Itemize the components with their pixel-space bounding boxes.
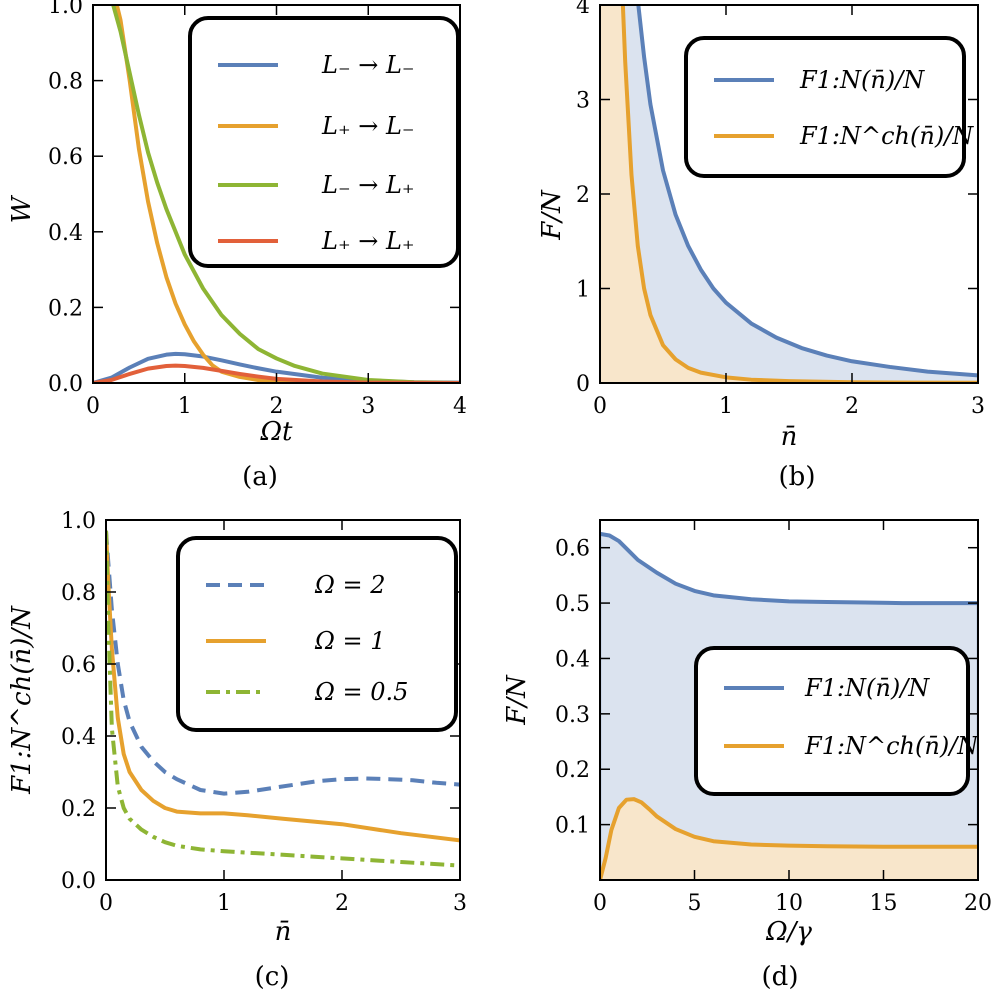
panel-d: 0 5 10 15 20 0.1 0.2 0.3 0.4 0.5 0.6 Ω/γ F/N (d) F1:N(…	[502, 519, 992, 992]
y-tick-label: 1	[576, 278, 590, 303]
legend: F1:N(n̄)/N F1:N^ch(n̄)/N	[694, 646, 979, 796]
x-tick-label: 3	[453, 891, 467, 916]
series-line	[111, 5, 460, 383]
x-tick-label: 5	[688, 891, 702, 916]
y-axis-label: F/N	[537, 189, 567, 241]
y-tick-label: 0.5	[555, 592, 590, 617]
panel-caption: (a)	[242, 462, 278, 492]
legend-label: F1:N(n̄)/N	[804, 674, 930, 702]
panel-a: 0 1 2 3 4 0.0 0.2 0.4 0.6 0.8 1.0 Ωt W (a) L₋ → L₋ L₊ →…	[7, 0, 467, 492]
x-tick-label: 2	[845, 394, 859, 419]
series-line	[106, 530, 460, 796]
y-tick-label: 1.0	[61, 509, 96, 534]
x-tick-label: 1	[719, 394, 733, 419]
x-axis-label: Ω/γ	[765, 917, 812, 947]
panel-caption: (c)	[255, 962, 290, 992]
plot-area	[93, 5, 460, 383]
panel-caption: (b)	[779, 462, 816, 492]
legend-label: L₊ → L₊	[321, 227, 415, 255]
x-tick-label: 4	[453, 394, 467, 419]
y-tick-label: 0.4	[555, 647, 590, 672]
legend-label: Ω = 2	[314, 571, 386, 599]
x-tick-label: 2	[270, 394, 284, 419]
y-tick-label: 0.2	[48, 296, 83, 321]
series-fill	[600, 799, 978, 880]
x-tick-label: 20	[964, 891, 992, 916]
y-tick-label: 0.6	[48, 145, 83, 170]
legend-label: L₊ → L₋	[321, 112, 415, 140]
y-tick-label: 1.0	[48, 0, 83, 19]
y-tick-label: 0.2	[555, 758, 590, 783]
y-tick-label: 0.8	[48, 70, 83, 95]
x-axis-label: Ωt	[259, 417, 293, 447]
y-tick-label: 0.0	[48, 372, 83, 397]
y-tick-label: 0.6	[555, 537, 590, 562]
legend-box	[188, 16, 460, 268]
legend: L₋ → L₋ L₊ → L₋ L₋ → L₊ L₊ → L₊	[188, 16, 460, 268]
series-line	[106, 530, 460, 868]
legend: Ω = 2 Ω = 1 Ω = 0.5	[176, 536, 458, 732]
y-tick-label: 4	[576, 0, 590, 19]
y-tick-label: 0.3	[555, 703, 590, 728]
x-tick-label: 15	[870, 891, 898, 916]
legend-label: F1:N^ch(n̄)/N	[799, 122, 974, 150]
legend-label: F1:N^ch(n̄)/N	[804, 732, 979, 760]
legend-label: Ω = 0.5	[314, 678, 408, 706]
panel-b: 0 1 2 3 0 1 2 3 4 n̄ F/N (b) F1:N(n̄)/N F1:N^ch(n̄)/N	[537, 0, 985, 492]
x-axis-label: n̄	[781, 422, 798, 452]
series-fill	[600, 5, 978, 383]
series-line	[600, 531, 978, 606]
y-tick-label: 0.4	[48, 221, 83, 246]
y-axis-label: F1:N^ch(n̄)/N	[7, 605, 37, 795]
plot-area	[600, 5, 978, 383]
y-tick-label: 0.6	[61, 653, 96, 678]
y-axis-label: W	[7, 194, 37, 223]
legend-label: Ω = 1	[314, 627, 386, 655]
series-line	[620, 5, 978, 383]
x-tick-label: 0	[593, 394, 607, 419]
y-tick-label: 0.2	[61, 797, 96, 822]
legend-label: L₋ → L₋	[321, 51, 415, 79]
y-tick-label: 3	[576, 89, 590, 114]
series-line	[600, 797, 978, 880]
y-tick-label: 2	[576, 183, 590, 208]
plot-frame	[105, 519, 461, 881]
legend-label: L₋ → L₊	[321, 171, 415, 199]
x-tick-label: 1	[178, 394, 192, 419]
y-tick-label: 0	[576, 372, 590, 397]
y-tick-label: 0.8	[61, 581, 96, 606]
panel-c: 0 1 2 3 0.0 0.2 0.4 0.6 0.8 1.0 n̄ F1:N^ch(n̄)/N (c)…	[7, 509, 467, 992]
series-line	[636, 5, 978, 378]
x-tick-label: 3	[971, 394, 985, 419]
series-line	[93, 363, 460, 383]
y-tick-label: 0.1	[555, 814, 590, 839]
series-line	[114, 5, 460, 383]
y-tick-label: 0.4	[61, 725, 96, 750]
x-tick-label: 10	[775, 891, 803, 916]
plot-area	[106, 530, 460, 868]
y-tick-label: 0.0	[61, 869, 96, 894]
x-tick-label: 0	[99, 891, 113, 916]
legend: F1:N(n̄)/N F1:N^ch(n̄)/N	[684, 36, 974, 178]
x-tick-label: 1	[217, 891, 231, 916]
panel-caption: (d)	[762, 962, 799, 992]
x-tick-label: 2	[335, 891, 349, 916]
legend-box	[684, 36, 966, 178]
x-tick-label: 0	[593, 891, 607, 916]
y-axis-label: F/N	[502, 674, 532, 726]
x-tick-label: 0	[86, 394, 100, 419]
x-tick-label: 3	[361, 394, 375, 419]
legend-box	[176, 536, 458, 732]
legend-box	[694, 646, 970, 796]
x-axis-label: n̄	[275, 917, 292, 947]
series-line	[106, 530, 460, 843]
series-line	[93, 351, 460, 383]
series-fill	[600, 5, 978, 383]
legend-label: F1:N(n̄)/N	[799, 66, 925, 94]
